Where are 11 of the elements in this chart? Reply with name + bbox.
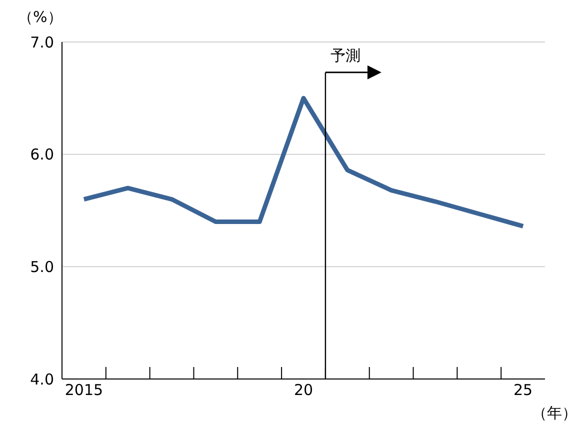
ref-line-label: 予測 (330, 46, 360, 64)
y-axis-title: （%） (18, 8, 62, 27)
y-tick-label: 6.0 (30, 146, 54, 164)
y-tick-label: 5.0 (30, 258, 54, 276)
line-series (82, 96, 526, 228)
x-tick-label: 20 (294, 381, 314, 399)
x-tick-label: 2015 (64, 381, 104, 399)
y-tick-label: 7.0 (30, 33, 54, 52)
x-axis-title: （年） (532, 404, 577, 423)
x-tick-label: 25 (514, 381, 533, 399)
y-tick-label: 4.0 (30, 370, 54, 388)
